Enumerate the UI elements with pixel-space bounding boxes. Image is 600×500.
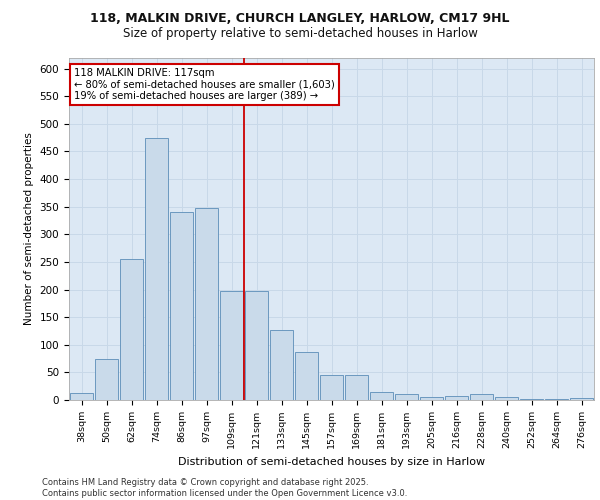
Bar	[195, 208, 218, 400]
Bar	[495, 396, 518, 400]
X-axis label: Distribution of semi-detached houses by size in Harlow: Distribution of semi-detached houses by …	[178, 456, 485, 466]
Y-axis label: Number of semi-detached properties: Number of semi-detached properties	[24, 132, 34, 325]
Bar	[370, 392, 393, 400]
Bar	[470, 394, 493, 400]
Bar	[170, 212, 193, 400]
Bar	[445, 396, 468, 400]
Text: 118, MALKIN DRIVE, CHURCH LANGLEY, HARLOW, CM17 9HL: 118, MALKIN DRIVE, CHURCH LANGLEY, HARLO…	[90, 12, 510, 26]
Bar	[220, 291, 243, 400]
Bar	[545, 399, 568, 400]
Bar	[570, 398, 593, 400]
Bar	[520, 399, 543, 400]
Bar	[245, 291, 268, 400]
Bar	[345, 374, 368, 400]
Text: Contains HM Land Registry data © Crown copyright and database right 2025.
Contai: Contains HM Land Registry data © Crown c…	[42, 478, 407, 498]
Bar	[270, 330, 293, 400]
Bar	[295, 352, 318, 400]
Bar	[95, 358, 118, 400]
Bar	[420, 396, 443, 400]
Text: 118 MALKIN DRIVE: 117sqm
← 80% of semi-detached houses are smaller (1,603)
19% o: 118 MALKIN DRIVE: 117sqm ← 80% of semi-d…	[74, 68, 335, 101]
Bar	[320, 374, 343, 400]
Bar	[145, 138, 168, 400]
Bar	[395, 394, 418, 400]
Bar	[70, 393, 93, 400]
Text: Size of property relative to semi-detached houses in Harlow: Size of property relative to semi-detach…	[122, 28, 478, 40]
Bar	[120, 259, 143, 400]
